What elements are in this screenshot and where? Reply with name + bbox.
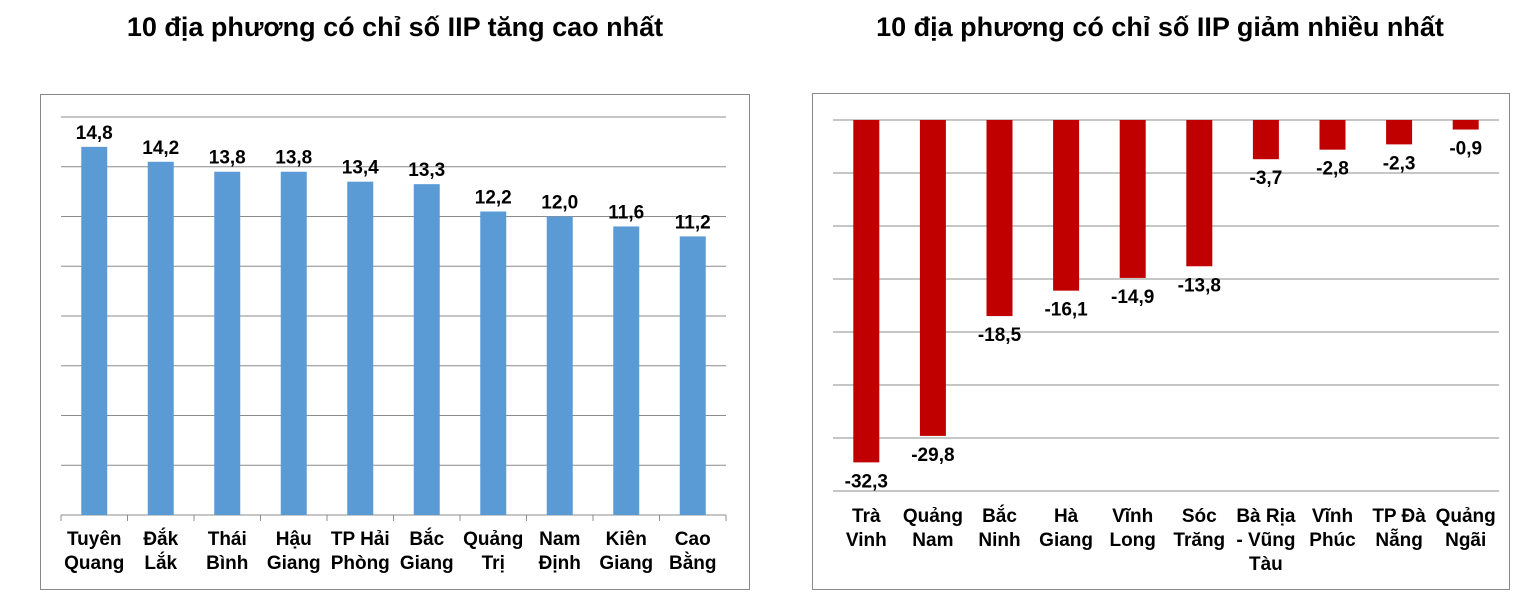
bar	[1319, 120, 1346, 150]
data-label: -18,5	[978, 325, 1022, 346]
data-label: -32,3	[845, 471, 888, 492]
category-label: Cao	[675, 529, 711, 550]
category-label: Thái	[208, 529, 247, 550]
data-label: 14,2	[142, 138, 179, 159]
category-label: Nam	[912, 530, 953, 551]
bar	[919, 120, 946, 436]
category-label: Bắc	[409, 528, 444, 550]
data-label: -0,9	[1449, 139, 1482, 160]
category-label: Kiên	[606, 529, 647, 550]
category-label: Phòng	[331, 553, 390, 574]
data-label: -3,7	[1250, 168, 1283, 189]
category-label: Phúc	[1309, 530, 1356, 551]
category-label: Giang	[400, 553, 454, 574]
data-label: 13,8	[275, 148, 312, 169]
category-label: Nẵng	[1375, 528, 1423, 551]
bar	[1119, 120, 1146, 278]
category-label: Lắk	[144, 552, 177, 574]
left-chart-panel: 14,8 Tuyên Quang 14,2 Đắk Lắk 13,8 Thái Bình 13,8…	[40, 94, 750, 590]
data-label: -14,9	[1111, 287, 1154, 308]
category-label: Tuyên	[67, 529, 122, 550]
category-label: Hà	[1054, 506, 1079, 527]
data-label: 12,0	[541, 193, 578, 214]
data-label: 13,4	[342, 158, 379, 179]
category-label: Vĩnh	[1312, 506, 1353, 527]
category-label: Giang	[1039, 530, 1093, 551]
category-label: Bắc	[982, 505, 1017, 527]
data-label: 14,8	[76, 123, 113, 144]
left-chart-title: 10 địa phương có chỉ số IIP tăng cao nhấ…	[126, 12, 664, 42]
category-label: Quảng	[463, 529, 523, 550]
category-label: Bà Rịa	[1236, 506, 1296, 527]
category-label: Tàu	[1249, 554, 1283, 575]
right-chart-title: 10 địa phương có chỉ số IIP giảm nhiều n…	[876, 12, 1444, 42]
category-label: Ninh	[978, 530, 1020, 551]
bar	[147, 161, 174, 515]
right-chart-panel: -32,3 Trà Vinh -29,8 Quảng Nam -18,5 Bắc Ninh -16…	[812, 93, 1510, 590]
bar	[986, 120, 1013, 317]
bar	[480, 211, 507, 515]
category-label: Nam	[539, 529, 580, 550]
data-label: -29,8	[911, 445, 954, 466]
bar	[1186, 120, 1213, 267]
category-label: - Vũng	[1236, 530, 1295, 551]
bar	[413, 184, 440, 515]
category-label: Giang	[599, 553, 653, 574]
category-label: Bằng	[669, 552, 717, 574]
bar	[1252, 120, 1279, 160]
category-label: Sóc	[1182, 506, 1217, 527]
data-label: 11,2	[675, 212, 711, 233]
category-label: Vinh	[846, 530, 887, 551]
bar	[1386, 120, 1413, 145]
category-label: Trà	[852, 506, 881, 527]
category-label: Quảng	[1436, 506, 1496, 527]
category-label: Long	[1109, 530, 1155, 551]
right-chart-svg: -32,3 Trà Vinh -29,8 Quảng Nam -18,5 Bắc Ninh -16…	[833, 119, 1499, 575]
category-label: Giang	[267, 553, 321, 574]
bar	[81, 146, 108, 515]
data-label: -2,8	[1316, 159, 1349, 180]
category-label: Trị	[482, 553, 505, 574]
data-label: 12,2	[475, 188, 512, 209]
category-label: Ngãi	[1445, 530, 1486, 551]
category-label: TP Đà	[1372, 506, 1426, 527]
bar	[347, 181, 374, 516]
data-label: 11,6	[608, 202, 644, 223]
bar	[280, 171, 307, 515]
category-label: Định	[539, 553, 581, 574]
category-label: Trăng	[1173, 530, 1225, 551]
category-label: TP Hải	[331, 529, 390, 550]
bar	[546, 216, 573, 515]
category-label: Quảng	[903, 506, 963, 527]
data-label: 13,3	[408, 160, 445, 181]
data-label: 13,8	[209, 148, 246, 169]
bar	[613, 226, 640, 515]
category-label: Bình	[206, 553, 248, 574]
category-label: Quang	[64, 553, 124, 574]
bar	[853, 120, 880, 463]
category-label: Vĩnh	[1112, 506, 1153, 527]
data-label: -13,8	[1178, 275, 1221, 296]
bar	[214, 171, 241, 515]
data-label: -2,3	[1383, 153, 1416, 174]
category-label: Đắk	[143, 528, 178, 550]
bar	[679, 236, 706, 515]
category-label: Hậu	[276, 529, 312, 550]
data-label: -16,1	[1044, 300, 1088, 321]
bar	[1053, 120, 1080, 291]
bar	[1452, 120, 1479, 130]
